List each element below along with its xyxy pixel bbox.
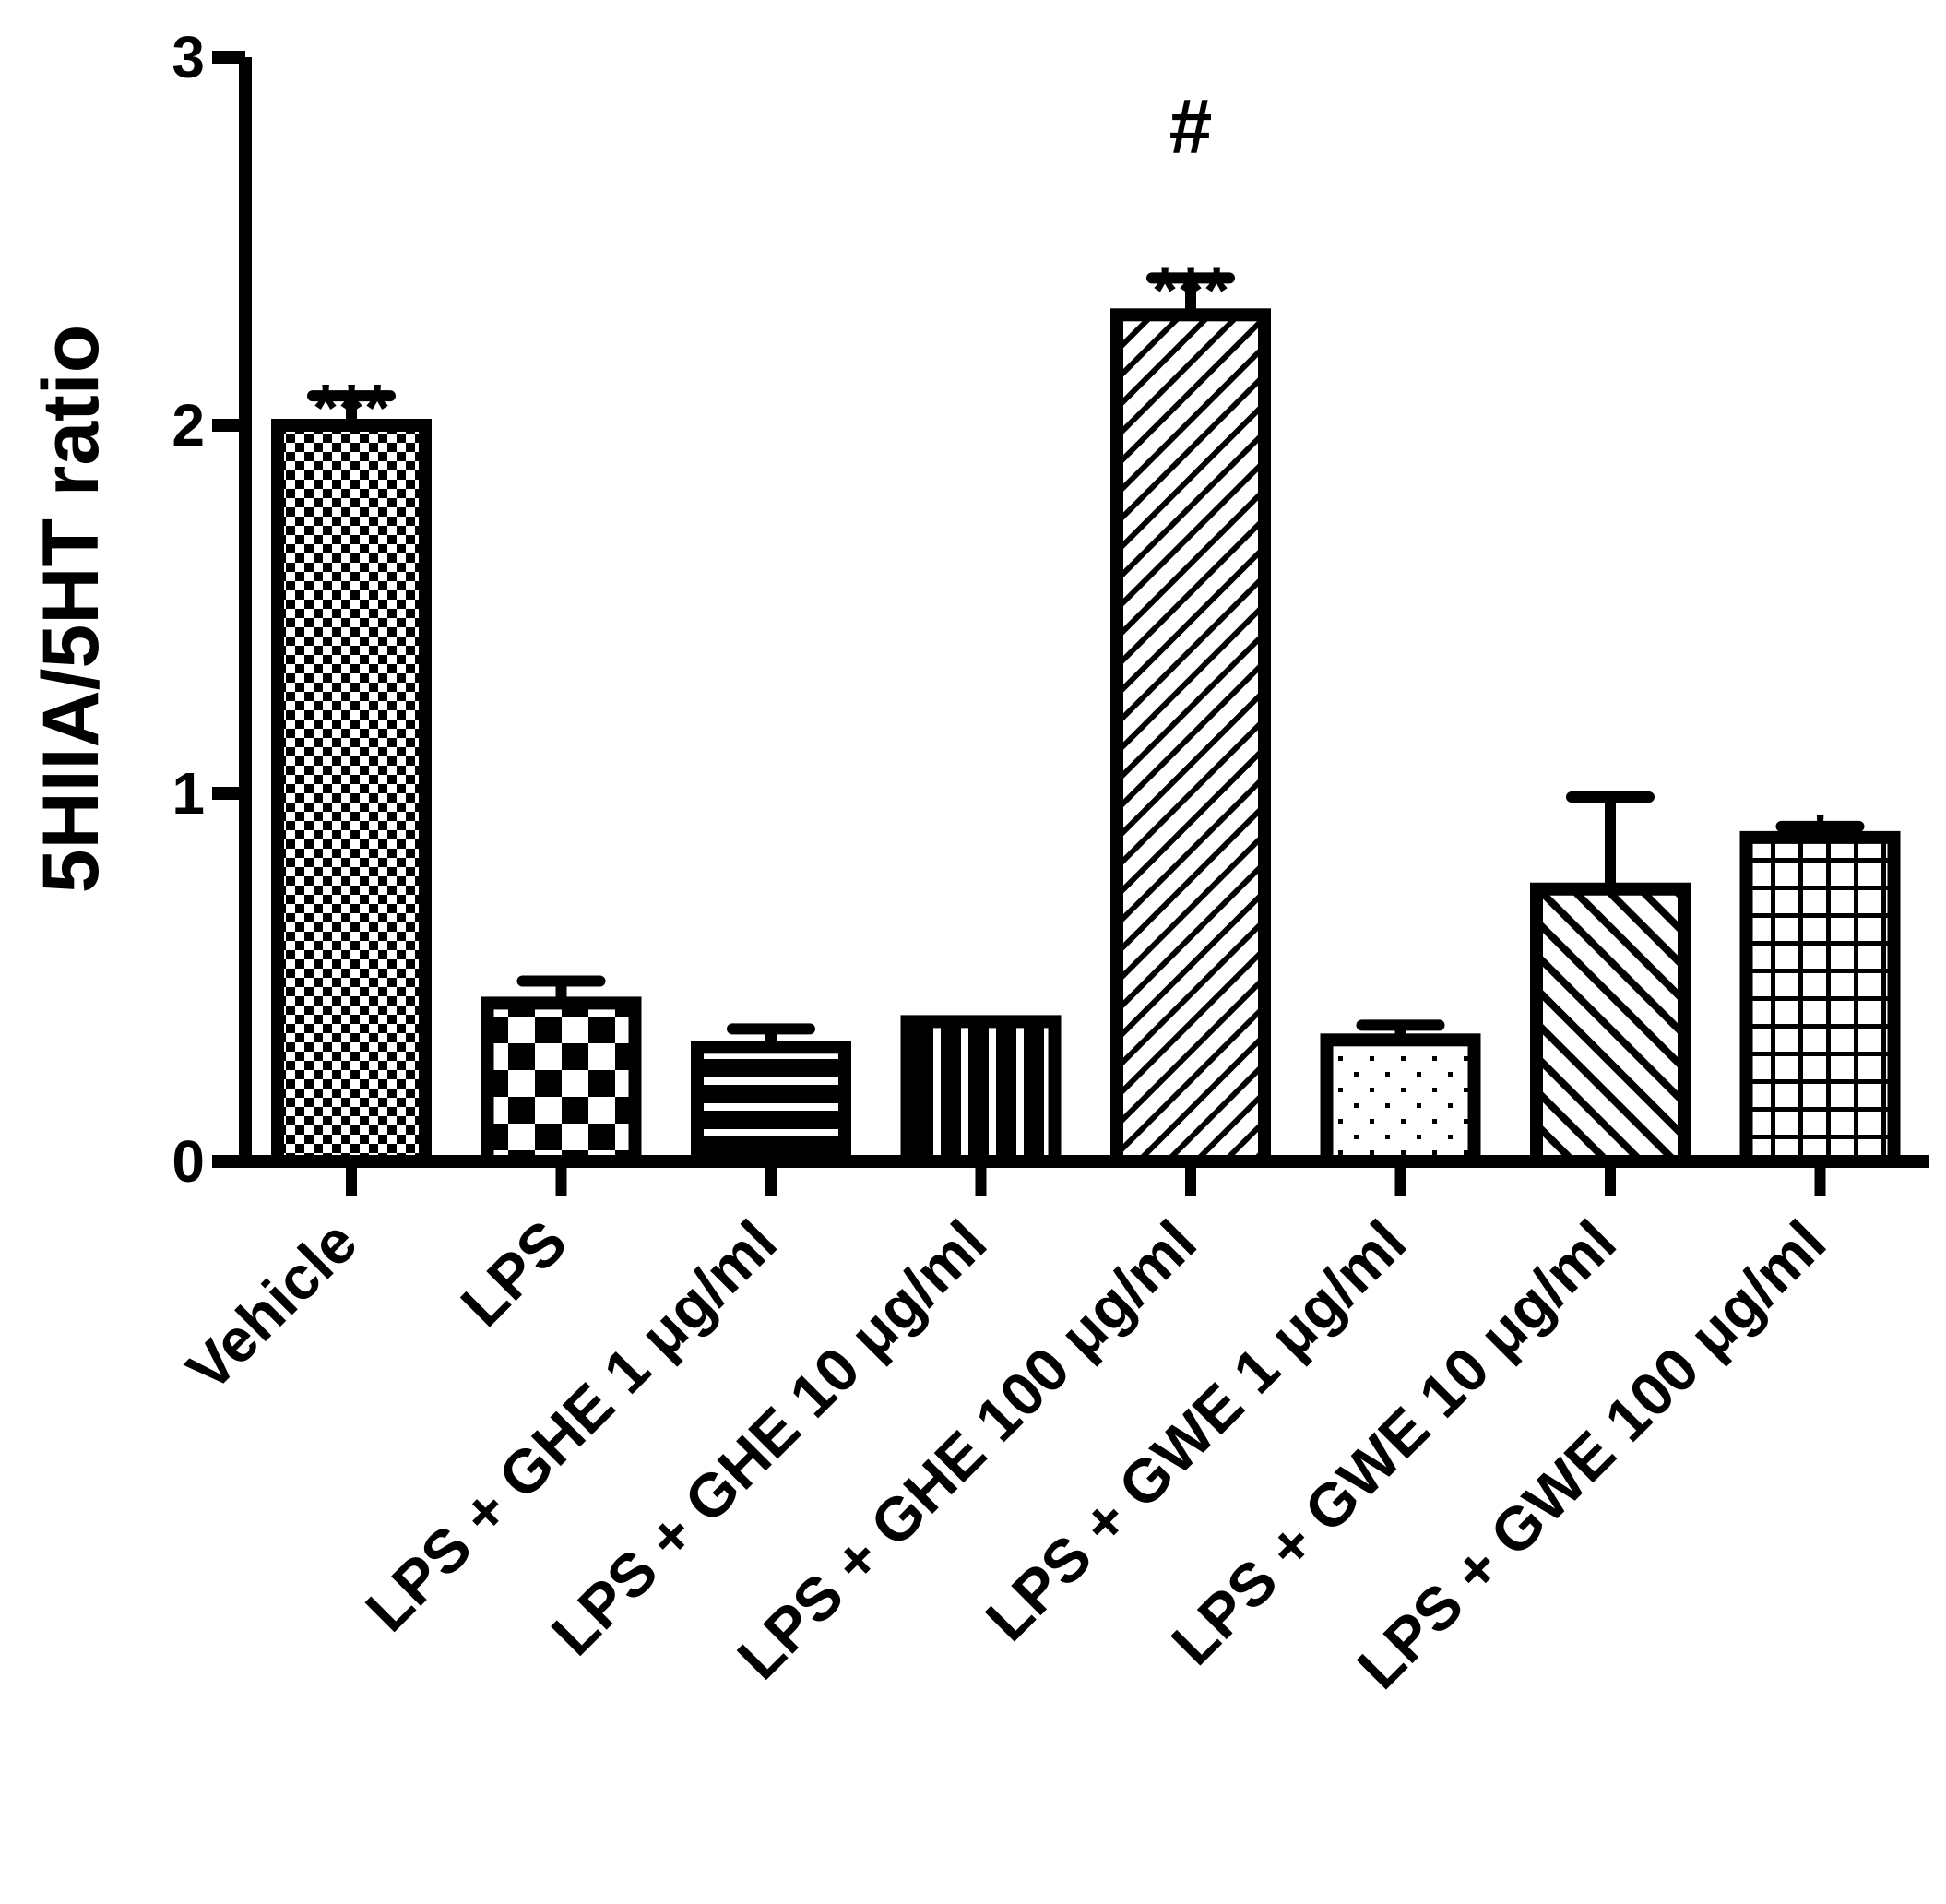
x-tick-label-lps-gwe-1-ug-ml: LPS + GWE 1 μg/ml: [972, 1208, 1418, 1654]
x-tick-label-lps-ghe-1-ug-ml: LPS + GHE 1 μg/ml: [352, 1208, 789, 1645]
y-tick-label: 2: [172, 392, 205, 458]
error-bars: [307, 272, 1865, 1048]
y-axis-title: 5HIIA/5HT ratio: [27, 325, 115, 893]
bar-lps-ghe-10-ug-ml: [900, 1015, 1062, 1168]
bar-lps-gwe-100-ug-ml: [1739, 830, 1901, 1168]
bar-lps-ghe-100-ug-ml: [1110, 308, 1271, 1168]
x-tick-label-lps: LPS: [447, 1208, 579, 1339]
axes: [239, 57, 1929, 1168]
y-tick-label: 1: [172, 760, 205, 827]
significance-stars-lps-gwe-100-ug-ml: *: [1807, 803, 1833, 876]
significance-annotations: *** *** # *: [313, 82, 1833, 876]
y-tick-label: 0: [172, 1128, 205, 1195]
bar-vehicle: [271, 419, 432, 1168]
y-ticks: 0 1 2 3: [172, 24, 245, 1195]
bar-lps: [481, 996, 642, 1169]
bars: [271, 308, 1901, 1169]
significance-hash-lps-ghe-100-ug-ml: #: [1169, 82, 1213, 169]
y-tick-label: 3: [172, 24, 205, 90]
x-tick-label-vehicle: Vehicle: [173, 1208, 370, 1404]
bar-lps-gwe-1-ug-ml: [1320, 1033, 1481, 1168]
significance-stars-lps-ghe-100-ug-ml: ***: [1152, 254, 1229, 327]
bar-lps-ghe-1-ug-ml: [691, 1041, 851, 1169]
significance-stars-vehicle: ***: [313, 372, 390, 446]
bar-lps-gwe-10-ug-ml: [1530, 882, 1691, 1168]
